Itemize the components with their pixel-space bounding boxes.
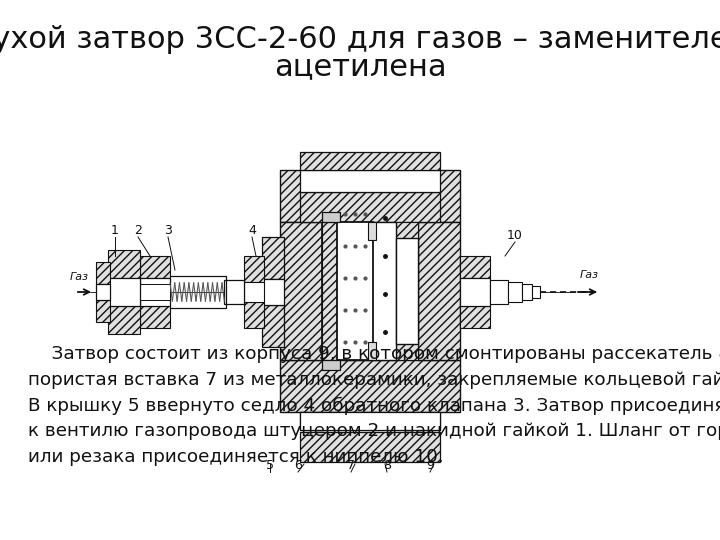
Text: 2: 2: [134, 224, 142, 237]
Text: 7: 7: [347, 459, 355, 472]
Polygon shape: [300, 192, 440, 222]
Polygon shape: [460, 256, 490, 278]
Polygon shape: [532, 286, 540, 298]
Polygon shape: [300, 412, 440, 430]
Polygon shape: [337, 222, 373, 360]
Polygon shape: [344, 222, 396, 360]
Polygon shape: [300, 152, 440, 170]
Polygon shape: [96, 284, 110, 300]
Polygon shape: [300, 170, 440, 192]
Polygon shape: [280, 170, 460, 222]
Polygon shape: [262, 279, 284, 305]
Polygon shape: [522, 284, 532, 300]
Polygon shape: [96, 262, 110, 284]
Polygon shape: [396, 222, 418, 360]
Polygon shape: [140, 284, 170, 300]
Polygon shape: [244, 302, 264, 328]
Polygon shape: [262, 237, 284, 279]
Text: 3: 3: [164, 224, 172, 237]
Text: 10: 10: [507, 229, 523, 242]
Polygon shape: [418, 222, 460, 360]
Polygon shape: [300, 412, 440, 430]
Text: 5: 5: [266, 459, 274, 472]
Polygon shape: [140, 256, 170, 278]
Polygon shape: [140, 278, 170, 306]
Polygon shape: [108, 306, 140, 334]
Polygon shape: [322, 212, 340, 222]
Polygon shape: [460, 306, 490, 328]
Text: 6: 6: [294, 459, 302, 472]
Polygon shape: [322, 222, 344, 360]
Polygon shape: [280, 360, 460, 412]
Text: 4: 4: [248, 224, 256, 237]
Polygon shape: [280, 222, 322, 360]
Text: 8: 8: [383, 459, 391, 472]
Polygon shape: [368, 222, 376, 240]
Polygon shape: [108, 250, 140, 278]
Polygon shape: [460, 278, 490, 306]
Text: ацетилена: ацетилена: [274, 52, 446, 81]
Polygon shape: [224, 280, 244, 304]
Polygon shape: [322, 360, 340, 370]
Polygon shape: [140, 306, 170, 328]
Text: Газ: Газ: [70, 272, 89, 282]
Polygon shape: [262, 305, 284, 347]
Text: Затвор состоит из корпуса 9, в котором смонтированы рассекатель 8 и
пористая вст: Затвор состоит из корпуса 9, в котором с…: [28, 345, 720, 466]
Polygon shape: [108, 278, 140, 306]
Polygon shape: [396, 238, 418, 344]
Polygon shape: [300, 432, 440, 462]
Text: Газ: Газ: [580, 270, 599, 280]
Text: 9: 9: [426, 459, 434, 472]
Polygon shape: [96, 300, 110, 322]
Polygon shape: [490, 280, 508, 304]
Polygon shape: [322, 222, 418, 360]
Text: Сухой затвор 3СС-2-60 для газов – заменителей: Сухой затвор 3СС-2-60 для газов – замени…: [0, 25, 720, 54]
Polygon shape: [508, 282, 522, 302]
Polygon shape: [244, 282, 264, 302]
Polygon shape: [368, 342, 376, 360]
Polygon shape: [244, 256, 264, 282]
Text: 1: 1: [111, 224, 119, 237]
